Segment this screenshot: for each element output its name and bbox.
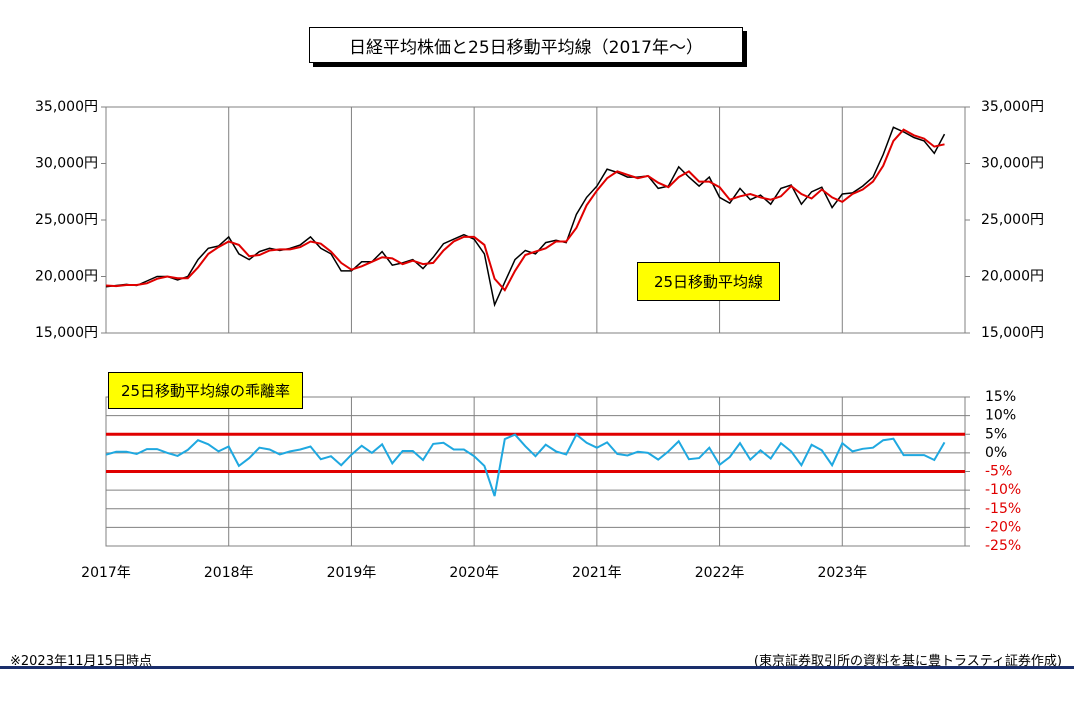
y-tick-label: 0% [985, 445, 1007, 461]
y-tick-label: 20,000円 [981, 269, 1044, 285]
footer-rule [0, 666, 1074, 669]
y-tick-label: -5% [985, 464, 1012, 480]
legend-label: 25日移動平均線の乖離率 [108, 372, 303, 409]
x-tick-label: 2022年 [695, 565, 745, 581]
x-tick-label: 2020年 [449, 565, 499, 581]
y-tick-label: 25,000円 [981, 212, 1044, 228]
y-tick-label: -10% [985, 482, 1021, 498]
y-tick-label: 15% [985, 389, 1016, 405]
y-tick-label: 30,000円 [981, 156, 1044, 172]
y-tick-label: 15,000円 [981, 325, 1044, 341]
y-tick-label: -15% [985, 501, 1021, 517]
x-tick-label: 2017年 [81, 565, 131, 581]
x-tick-label: 2021年 [572, 565, 622, 581]
y-tick-label: 20,000円 [35, 269, 98, 285]
plot-area [105, 106, 966, 334]
x-tick-label: 2018年 [204, 565, 254, 581]
y-tick-label: 5% [985, 426, 1007, 442]
y-tick-label: -25% [985, 538, 1021, 554]
y-tick-label: 25,000円 [35, 212, 98, 228]
chart-title: 日経平均株価と25日移動平均線（2017年～） [309, 27, 743, 63]
y-tick-label: 35,000円 [35, 99, 98, 115]
x-tick-label: 2023年 [817, 565, 867, 581]
footnote: ※2023年11月15日時点 [10, 654, 153, 669]
data-line [105, 126, 946, 308]
y-tick-label: -20% [985, 519, 1021, 535]
y-tick-label: 10% [985, 408, 1016, 424]
y-tick-label: 30,000円 [35, 156, 98, 172]
x-tick-label: 2019年 [327, 565, 377, 581]
data-line [105, 128, 945, 292]
legend-label: 25日移動平均線 [637, 262, 780, 301]
source: (東京証券取引所の資料を基に豊トラスティ証券作成) [753, 654, 1062, 669]
y-tick-label: 15,000円 [35, 325, 98, 341]
y-tick-label: 35,000円 [981, 99, 1044, 115]
data-line [105, 433, 946, 497]
